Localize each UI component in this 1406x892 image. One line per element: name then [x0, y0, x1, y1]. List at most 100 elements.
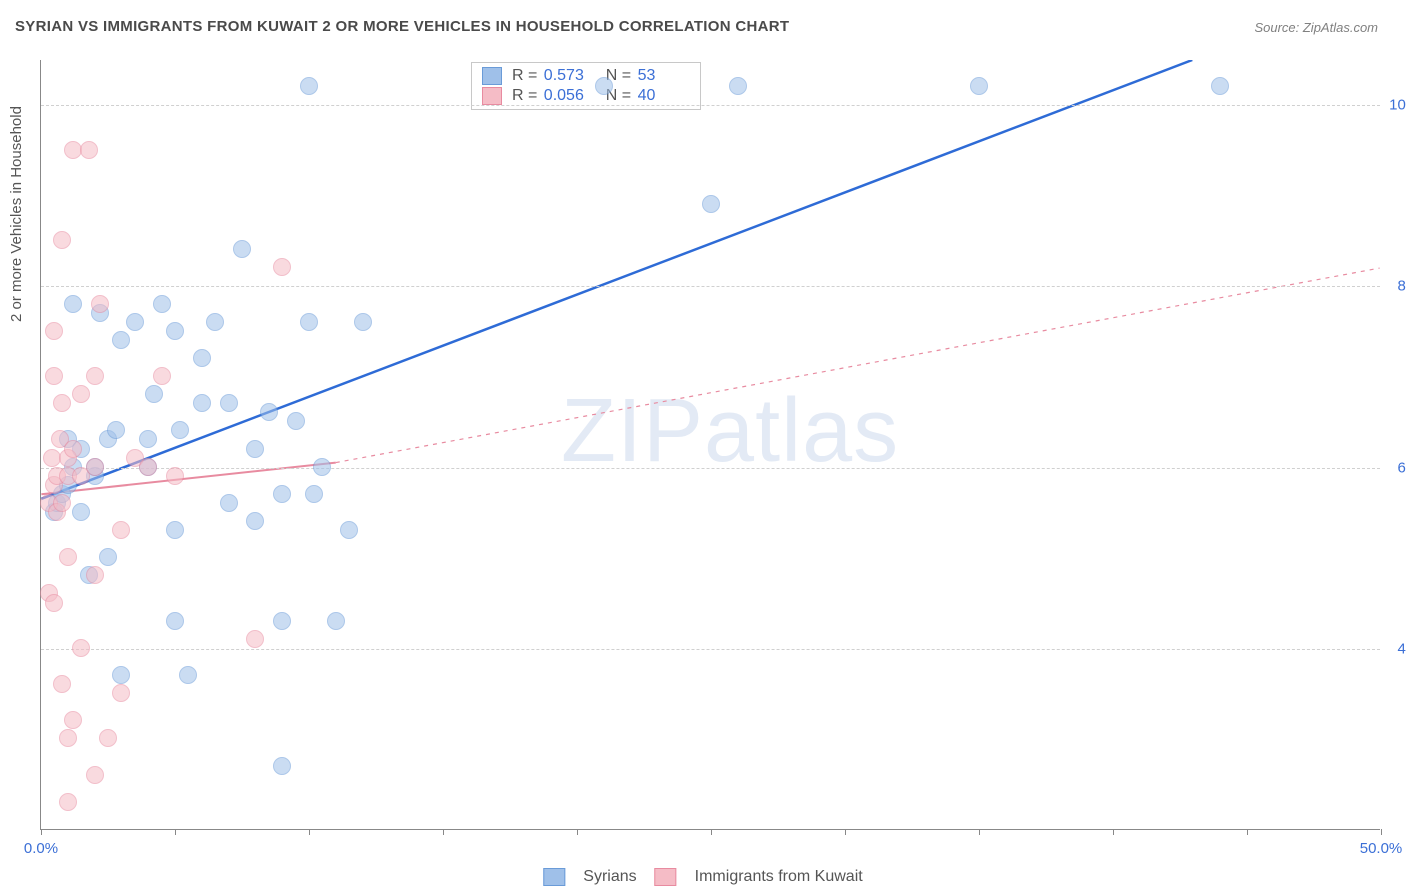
data-point	[246, 512, 264, 530]
data-point	[273, 485, 291, 503]
data-point	[139, 458, 157, 476]
gridline	[41, 286, 1380, 287]
data-point	[53, 494, 71, 512]
data-point	[86, 367, 104, 385]
data-point	[179, 666, 197, 684]
data-point	[729, 77, 747, 95]
data-point	[193, 394, 211, 412]
data-point	[112, 684, 130, 702]
data-point	[112, 666, 130, 684]
legend-label: Immigrants from Kuwait	[695, 868, 863, 886]
data-point	[126, 313, 144, 331]
data-point	[970, 77, 988, 95]
data-point	[107, 421, 125, 439]
data-point	[45, 322, 63, 340]
data-point	[305, 485, 323, 503]
data-point	[595, 77, 613, 95]
data-point	[300, 313, 318, 331]
data-point	[112, 521, 130, 539]
data-point	[64, 440, 82, 458]
stats-legend-row: R = 0.056N = 40	[482, 87, 690, 105]
data-point	[171, 421, 189, 439]
data-point	[86, 458, 104, 476]
x-tick-mark	[309, 829, 310, 835]
x-tick-label: 50.0%	[1360, 840, 1403, 857]
data-point	[45, 594, 63, 612]
data-point	[340, 521, 358, 539]
data-point	[53, 394, 71, 412]
data-point	[112, 331, 130, 349]
y-axis-label: 2 or more Vehicles in Household	[8, 106, 25, 322]
data-point	[206, 313, 224, 331]
y-tick-label: 40.0%	[1397, 640, 1406, 657]
data-point	[246, 440, 264, 458]
x-tick-mark	[979, 829, 980, 835]
data-point	[313, 458, 331, 476]
data-point	[80, 141, 98, 159]
x-tick-mark	[711, 829, 712, 835]
data-point	[166, 467, 184, 485]
data-point	[1211, 77, 1229, 95]
data-point	[59, 793, 77, 811]
chart-title: SYRIAN VS IMMIGRANTS FROM KUWAIT 2 OR MO…	[15, 18, 789, 35]
x-tick-mark	[1247, 829, 1248, 835]
y-tick-label: 80.0%	[1397, 278, 1406, 295]
gridline	[41, 649, 1380, 650]
data-point	[153, 367, 171, 385]
legend-swatch	[655, 868, 677, 886]
data-point	[354, 313, 372, 331]
series-legend: Syrians Immigrants from Kuwait	[543, 868, 862, 886]
x-tick-mark	[443, 829, 444, 835]
data-point	[220, 394, 238, 412]
data-point	[72, 503, 90, 521]
data-point	[220, 494, 238, 512]
gridline	[41, 105, 1380, 106]
data-point	[53, 675, 71, 693]
x-tick-label: 0.0%	[24, 840, 58, 857]
data-point	[139, 430, 157, 448]
data-point	[86, 566, 104, 584]
data-point	[45, 367, 63, 385]
data-point	[702, 195, 720, 213]
data-point	[193, 349, 211, 367]
legend-swatch	[543, 868, 565, 886]
data-point	[72, 385, 90, 403]
trend-lines-layer	[41, 60, 1380, 829]
x-tick-mark	[1381, 829, 1382, 835]
stats-legend: R = 0.573N = 53 R = 0.056N = 40	[471, 62, 701, 110]
y-tick-label: 100.0%	[1389, 97, 1406, 114]
data-point	[99, 729, 117, 747]
data-point	[273, 258, 291, 276]
data-point	[166, 612, 184, 630]
data-point	[287, 412, 305, 430]
data-point	[273, 612, 291, 630]
data-point	[246, 630, 264, 648]
data-point	[64, 295, 82, 313]
x-tick-mark	[1113, 829, 1114, 835]
gridline	[41, 468, 1380, 469]
data-point	[233, 240, 251, 258]
data-point	[273, 757, 291, 775]
y-tick-label: 60.0%	[1397, 459, 1406, 476]
x-tick-mark	[577, 829, 578, 835]
data-point	[166, 521, 184, 539]
data-point	[300, 77, 318, 95]
source-attribution: Source: ZipAtlas.com	[1254, 20, 1378, 35]
stats-legend-row: R = 0.573N = 53	[482, 67, 690, 85]
data-point	[59, 548, 77, 566]
data-point	[86, 766, 104, 784]
legend-label: Syrians	[583, 868, 636, 886]
data-point	[327, 612, 345, 630]
data-point	[53, 231, 71, 249]
data-point	[153, 295, 171, 313]
data-point	[72, 639, 90, 657]
data-point	[64, 711, 82, 729]
data-point	[99, 548, 117, 566]
data-point	[260, 403, 278, 421]
x-tick-mark	[175, 829, 176, 835]
x-tick-mark	[845, 829, 846, 835]
data-point	[91, 295, 109, 313]
data-point	[145, 385, 163, 403]
plot-area: ZIPatlas R = 0.573N = 53R = 0.056N = 40 …	[40, 60, 1380, 830]
data-point	[59, 729, 77, 747]
